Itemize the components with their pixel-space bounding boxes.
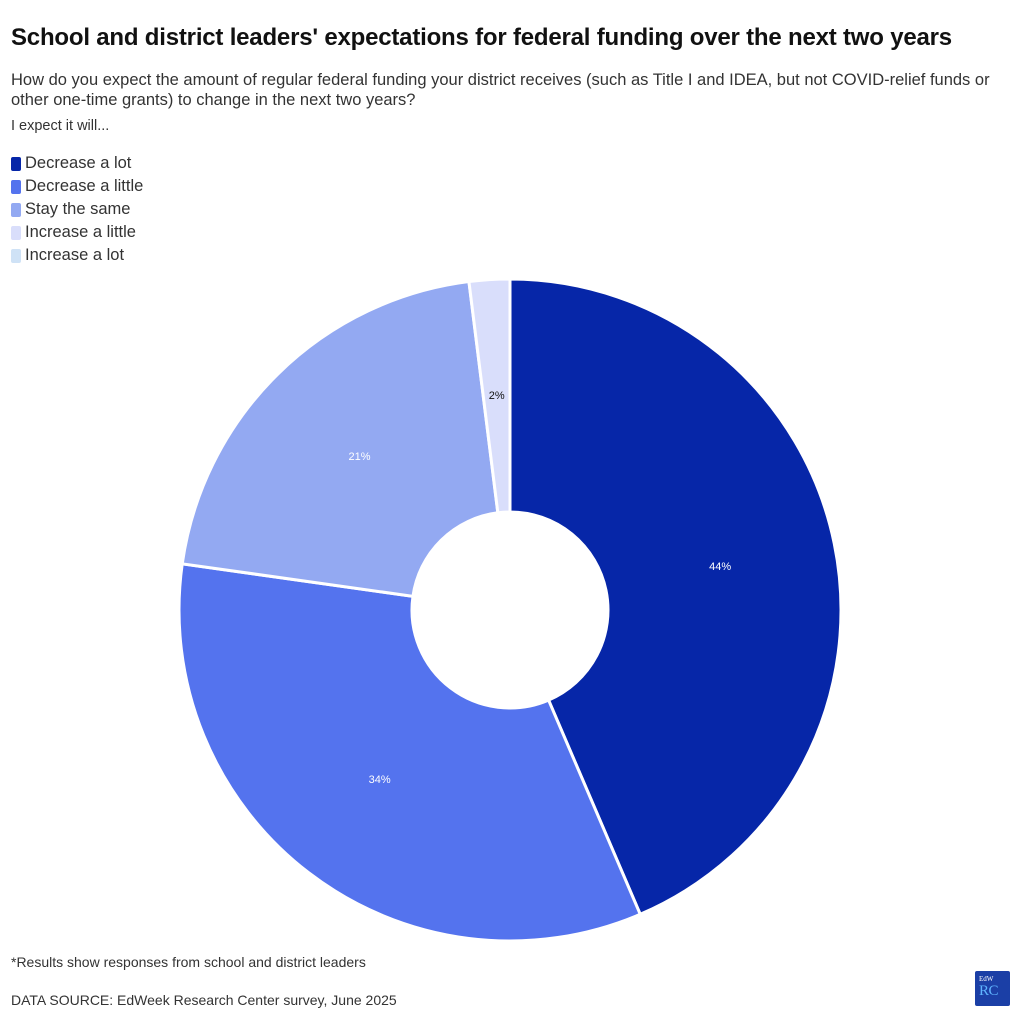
legend-item-increase-a-little[interactable]: Increase a little bbox=[11, 221, 143, 244]
legend-swatch bbox=[11, 202, 21, 217]
legend-label: Increase a little bbox=[25, 223, 136, 241]
chart-title: School and district leaders' expectation… bbox=[11, 24, 952, 51]
slice-label: 44% bbox=[709, 561, 731, 573]
legend-swatch bbox=[11, 156, 21, 171]
donut-slice-stay-the-same[interactable] bbox=[180, 279, 500, 599]
legend: Decrease a lot Decrease a little Stay th… bbox=[11, 152, 143, 267]
chart-subtitle: How do you expect the amount of regular … bbox=[11, 71, 990, 109]
donut-slice-decrease-a-little[interactable] bbox=[177, 562, 643, 943]
legend-label: Stay the same bbox=[25, 200, 131, 218]
legend-item-decrease-a-lot[interactable]: Decrease a lot bbox=[11, 152, 143, 175]
legend-label: Decrease a lot bbox=[25, 154, 132, 172]
data-source: DATA SOURCE: EdWeek Research Center surv… bbox=[11, 992, 397, 1008]
slice-label: 21% bbox=[348, 451, 370, 463]
legend-label: Increase a lot bbox=[25, 246, 125, 264]
slice-label: 34% bbox=[369, 774, 391, 786]
response-lead-text: I expect it will... bbox=[11, 118, 110, 134]
legend-label: Decrease a little bbox=[25, 177, 144, 195]
logo-top-text: EdW bbox=[979, 975, 994, 983]
donut-slice-decrease-a-lot[interactable] bbox=[508, 277, 843, 917]
legend-item-decrease-a-little[interactable]: Decrease a little bbox=[11, 175, 143, 198]
edweek-rc-logo: EdW RC bbox=[975, 971, 1010, 1006]
legend-item-stay-the-same[interactable]: Stay the same bbox=[11, 198, 143, 221]
donut-chart: 44% 34% 21% 2% bbox=[177, 277, 843, 943]
slice-label: 2% bbox=[489, 390, 505, 402]
legend-item-increase-a-lot[interactable]: Increase a lot bbox=[11, 244, 143, 267]
footnote: *Results show responses from school and … bbox=[11, 954, 366, 970]
legend-swatch bbox=[11, 179, 21, 194]
logo-main-text: RC bbox=[979, 983, 999, 999]
legend-swatch bbox=[11, 248, 21, 263]
donut-slice-increase-a-little[interactable] bbox=[467, 277, 512, 515]
legend-swatch bbox=[11, 225, 21, 240]
